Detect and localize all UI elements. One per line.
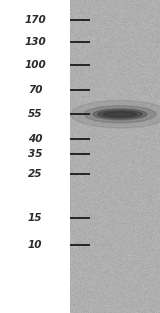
Bar <box>0 0 70 313</box>
Text: 100: 100 <box>24 60 46 70</box>
Ellipse shape <box>93 109 147 120</box>
Text: 10: 10 <box>28 240 42 250</box>
Text: 25: 25 <box>28 169 42 179</box>
Text: 130: 130 <box>24 37 46 47</box>
Text: 40: 40 <box>28 134 42 144</box>
Ellipse shape <box>71 100 160 128</box>
Text: 55: 55 <box>28 109 42 119</box>
Text: 35: 35 <box>28 149 42 159</box>
Ellipse shape <box>98 110 142 118</box>
Text: 170: 170 <box>24 15 46 25</box>
Text: 70: 70 <box>28 85 42 95</box>
Text: 15: 15 <box>28 213 42 223</box>
Ellipse shape <box>84 106 156 123</box>
Ellipse shape <box>103 112 137 117</box>
